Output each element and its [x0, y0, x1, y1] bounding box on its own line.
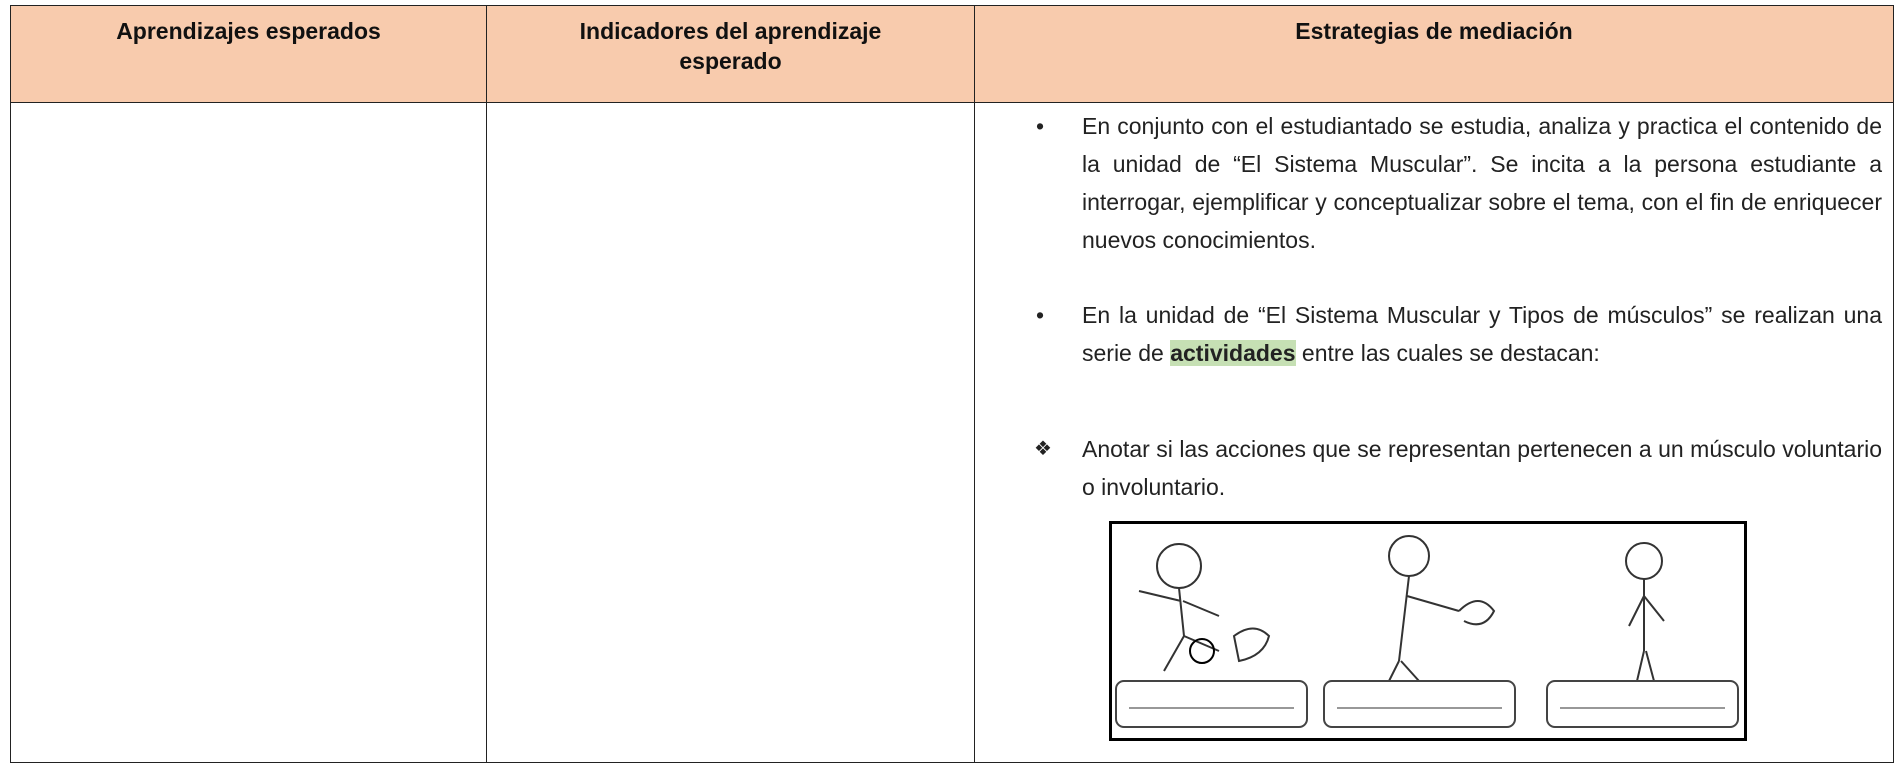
header-cell: Aprendizajes esperados — [10, 5, 487, 103]
diamond-bullet: ❖ — [1034, 438, 1052, 460]
text: En la unidad de “El Sistema Muscular y T… — [1082, 302, 1882, 366]
paragraph: En conjunto con el estudiantado se estud… — [1082, 113, 1882, 253]
bullet: • — [1036, 113, 1045, 139]
paragraph: En la unidad de “El Sistema Muscular y T… — [1082, 296, 1882, 372]
header-cell: Estrategias de mediación — [974, 5, 1894, 103]
activity-image — [1109, 521, 1747, 741]
bullet: • — [1036, 302, 1045, 328]
paragraph: Anotar si las acciones que se representa… — [1082, 436, 1882, 500]
empty-cell — [10, 103, 487, 763]
text: entre las cuales se destacan: — [1295, 340, 1600, 366]
highlight: actividades — [1170, 340, 1296, 366]
empty-cell — [486, 103, 975, 763]
header-cell: Indicadores del aprendizaje esperado — [486, 5, 975, 103]
